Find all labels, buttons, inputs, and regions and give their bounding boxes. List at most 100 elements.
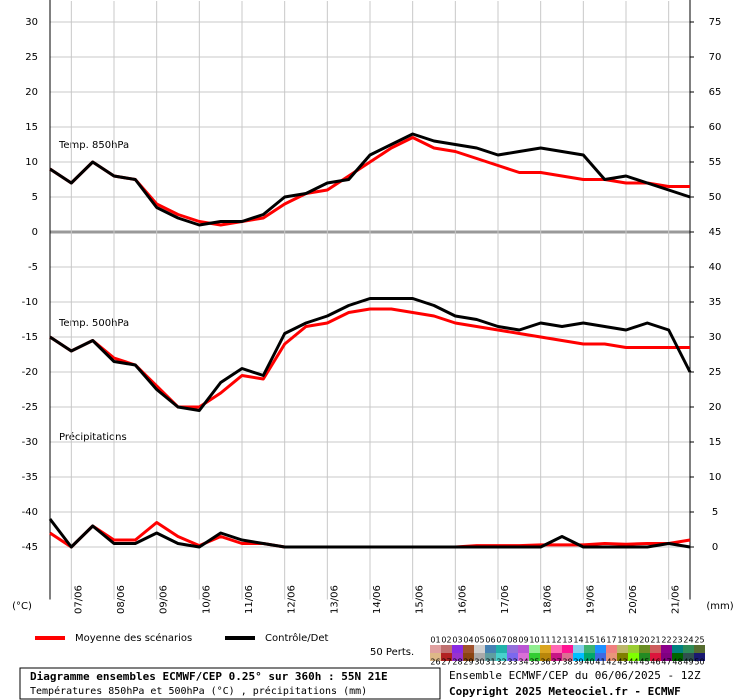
pert-label: 02 (441, 636, 451, 645)
pert-swatch (452, 653, 463, 661)
pert-label: 24 (683, 636, 693, 645)
pert-label: 22 (661, 636, 671, 645)
pert-swatch (507, 645, 518, 653)
pert-swatch (573, 653, 584, 661)
y2-tick-label: 45 (709, 227, 722, 238)
pert-swatch (529, 645, 540, 653)
pert-label: 15 (584, 636, 594, 645)
pert-label: 39 (573, 658, 583, 667)
y-tick-label: -20 (22, 367, 38, 378)
y-tick-label: -35 (22, 472, 38, 483)
pert-label: 01 (430, 636, 440, 645)
pert-label: 04 (463, 636, 473, 645)
panel-label: Précipitations (59, 431, 127, 443)
pert-swatch (628, 653, 639, 661)
pert-label: 16 (595, 636, 605, 645)
y2-tick-label: 40 (709, 262, 722, 273)
pert-swatch (430, 653, 441, 661)
pert-label: 07 (496, 636, 506, 645)
pert-swatch (683, 653, 694, 661)
pert-swatch (661, 645, 672, 653)
pert-swatch (694, 653, 705, 661)
pert-swatch (562, 645, 573, 653)
pert-label: 32 (496, 658, 506, 667)
pert-swatch (595, 653, 606, 661)
y2-tick-label: 60 (709, 122, 722, 133)
y2-tick-label: 0 (712, 542, 718, 553)
pert-swatch (628, 645, 639, 653)
pert-swatch (573, 645, 584, 653)
pert-swatch (518, 645, 529, 653)
x-tick-label: 17/06 (500, 585, 511, 614)
pert-label: 38 (562, 658, 572, 667)
perts-label: 50 Perts. (370, 647, 414, 658)
pert-label: 46 (650, 658, 660, 667)
legend-label: Contrôle/Det (265, 632, 329, 644)
pert-label: 50 (694, 658, 704, 667)
y-tick-label: -40 (22, 507, 38, 518)
x-tick-label: 21/06 (671, 585, 682, 614)
series-line (49, 297, 692, 412)
pert-label: 36 (540, 658, 550, 667)
pert-label: 42 (606, 658, 616, 667)
pert-swatch (441, 645, 452, 653)
pert-swatch (452, 645, 463, 653)
y2-tick-label: 20 (709, 402, 722, 413)
pert-swatch (485, 645, 496, 653)
pert-label: 06 (485, 636, 495, 645)
panel-label: Temp. 500hPa (58, 318, 129, 329)
pert-swatch (639, 653, 650, 661)
pert-label: 26 (430, 658, 440, 667)
pert-label: 25 (694, 636, 704, 645)
pert-label: 29 (463, 658, 473, 667)
pert-swatch (551, 653, 562, 661)
pert-swatch (650, 645, 661, 653)
pert-label: 09 (518, 636, 528, 645)
y-tick-label: 15 (25, 122, 38, 133)
footer-subtitle: Températures 850hPa et 500hPa (°C) , pré… (30, 685, 367, 697)
y2-tick-label: 5 (712, 507, 718, 518)
series-line (49, 136, 690, 227)
pert-swatch (507, 653, 518, 661)
pert-swatch (540, 653, 551, 661)
y-tick-label: -5 (28, 262, 38, 273)
y2-tick-label: 35 (709, 297, 722, 308)
x-tick-label: 12/06 (287, 585, 298, 614)
pert-swatch (540, 645, 551, 653)
pert-label: 49 (683, 658, 693, 667)
pert-swatch (661, 653, 672, 661)
x-tick-label: 20/06 (628, 585, 639, 614)
pert-swatch (672, 653, 683, 661)
x-tick-label: 08/06 (116, 585, 127, 614)
footer-run: Ensemble ECMWF/CEP du 06/06/2025 - 12Z (449, 669, 701, 682)
pert-swatch (485, 653, 496, 661)
pert-swatch (562, 653, 573, 661)
pert-label: 14 (573, 636, 583, 645)
pert-swatch (463, 645, 474, 653)
pert-label: 03 (452, 636, 462, 645)
x-tick-label: 10/06 (201, 585, 212, 614)
pert-swatch (595, 645, 606, 653)
pert-label: 40 (584, 658, 594, 667)
y-tick-label: 20 (25, 87, 38, 98)
pert-swatch (463, 653, 474, 661)
pert-swatch (617, 645, 628, 653)
pert-swatch (639, 645, 650, 653)
footer-box (19, 667, 441, 700)
pert-swatch (683, 645, 694, 653)
pert-label: 43 (617, 658, 627, 667)
pert-label: 45 (639, 658, 649, 667)
pert-label: 31 (485, 658, 495, 667)
pert-label: 47 (661, 658, 671, 667)
y2-tick-label: 10 (709, 472, 722, 483)
y-label: (°C) (12, 601, 32, 612)
pert-swatch (650, 653, 661, 661)
pert-label: 30 (474, 658, 484, 667)
pert-label: 41 (595, 658, 605, 667)
pert-label: 44 (628, 658, 638, 667)
pert-swatch (496, 645, 507, 653)
y-tick-label: 0 (32, 227, 38, 238)
x-tick-label: 19/06 (585, 585, 596, 614)
x-tick-label: 14/06 (372, 585, 383, 614)
